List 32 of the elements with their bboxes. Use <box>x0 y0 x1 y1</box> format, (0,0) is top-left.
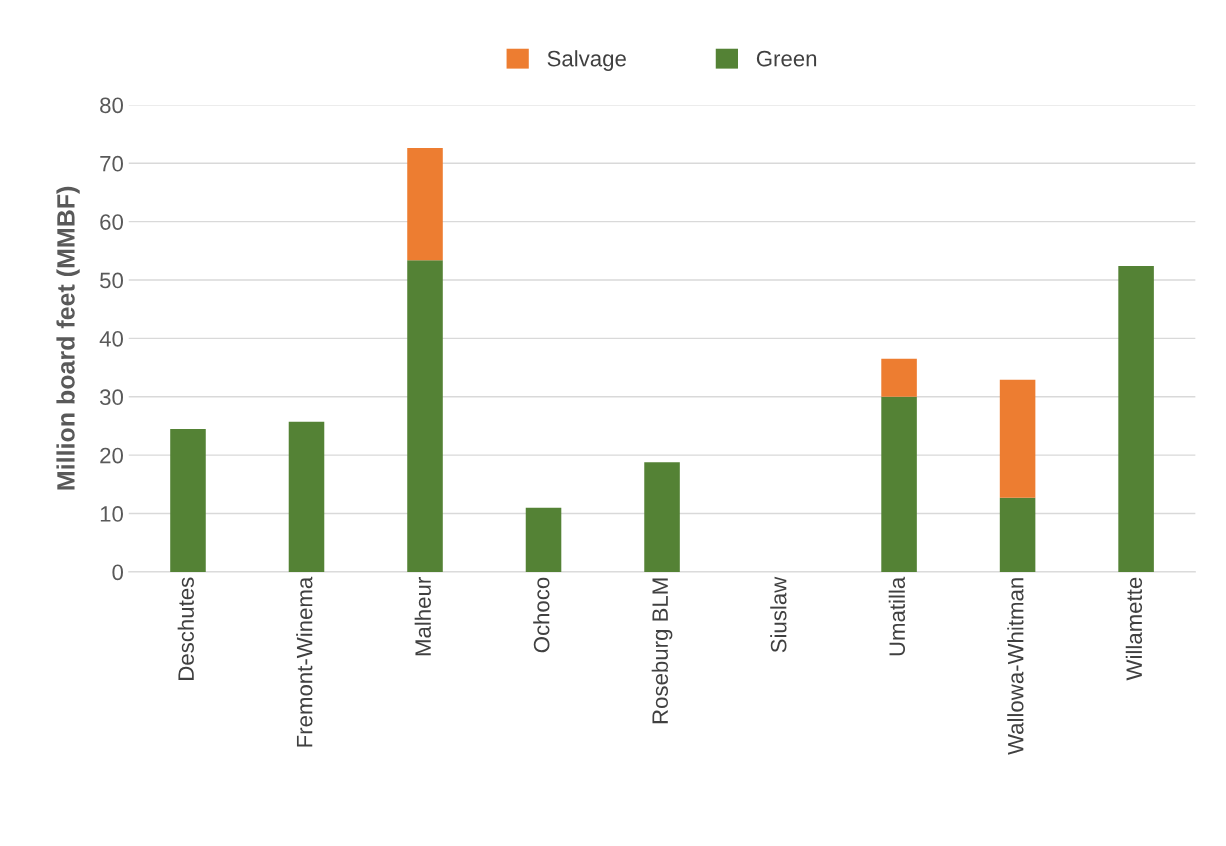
x-tick-label: Roseburg BLM <box>651 578 673 724</box>
y-axis-title: Million board feet (MMBF) <box>56 186 80 490</box>
x-tick-label: Ochoco <box>533 577 550 653</box>
x-tick-label: Umatilla <box>888 576 906 656</box>
bar <box>999 379 1036 498</box>
bar <box>644 462 680 572</box>
bar <box>407 260 443 572</box>
bar <box>881 358 917 397</box>
x-tick-label: Malheur <box>414 577 431 656</box>
legend-label: Salvage <box>547 50 626 71</box>
x-tick-label: Deschutes <box>177 577 194 680</box>
y-tick-label: 40 <box>99 330 123 347</box>
y-tick-label: 50 <box>100 272 123 289</box>
bar <box>881 396 917 572</box>
bar <box>1118 266 1154 572</box>
y-tick-label: 20 <box>100 447 123 464</box>
bar <box>288 421 325 572</box>
y-tick-label: 10 <box>100 506 123 522</box>
bar <box>407 148 443 261</box>
bar <box>525 507 562 572</box>
y-tick-label: 0 <box>112 564 123 581</box>
x-tick-label: Siuslaw <box>770 576 787 653</box>
x-tick-label: Fremont-Winema <box>296 576 313 747</box>
x-tick-label: Willamette <box>1125 577 1143 681</box>
y-tick-label: 80 <box>100 97 123 114</box>
bar <box>170 428 206 572</box>
y-tick-label: 70 <box>100 155 123 172</box>
legend-label: Green <box>756 50 817 67</box>
y-tick-label: 30 <box>100 389 123 406</box>
y-tick-label: 60 <box>100 214 123 230</box>
x-tick-label: Wallowa-Whitman <box>1007 578 1024 755</box>
bar <box>999 497 1036 572</box>
